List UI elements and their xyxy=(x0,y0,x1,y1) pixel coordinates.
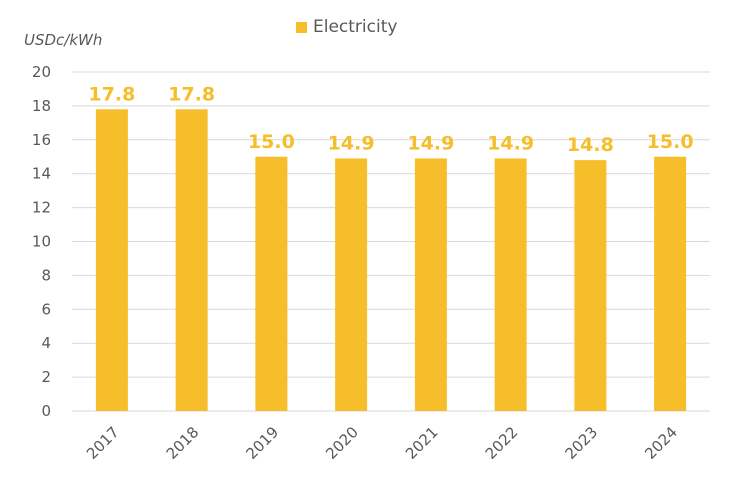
bar-2019 xyxy=(255,156,288,411)
x-tick-label: 2023 xyxy=(561,423,601,463)
bar-2020 xyxy=(335,158,368,411)
data-label-2021: 14.9 xyxy=(407,132,454,154)
y-tick-label: 12 xyxy=(32,199,51,217)
y-tick-label: 14 xyxy=(32,165,51,183)
legend-label: Electricity xyxy=(313,17,398,37)
y-tick-label: 20 xyxy=(32,63,51,81)
x-tick-label: 2019 xyxy=(242,423,282,463)
y-tick-label: 8 xyxy=(41,266,51,284)
x-tick-label: 2020 xyxy=(322,423,362,463)
bar-2023 xyxy=(574,160,607,411)
legend: Electricity xyxy=(296,17,397,37)
x-tick-label: 2018 xyxy=(163,423,203,463)
x-tick-label: 2022 xyxy=(482,423,522,463)
legend-swatch xyxy=(296,21,307,33)
x-tick-label: 2021 xyxy=(402,423,442,463)
x-tick-label: 2017 xyxy=(83,423,123,463)
data-label-2024: 15.0 xyxy=(647,131,694,153)
data-label-2017: 17.8 xyxy=(88,83,135,105)
y-tick-label: 2 xyxy=(41,368,51,386)
data-label-2018: 17.8 xyxy=(168,83,215,105)
data-label-2022: 14.9 xyxy=(487,132,534,154)
data-label-2019: 15.0 xyxy=(248,131,295,153)
bar-2017 xyxy=(95,109,128,411)
bar-2024 xyxy=(654,156,687,411)
y-tick-label: 6 xyxy=(41,300,51,318)
data-label-2023: 14.8 xyxy=(567,134,614,156)
bar-2022 xyxy=(494,158,527,411)
data-label-2020: 14.9 xyxy=(328,132,375,154)
y-tick-label: 18 xyxy=(32,97,51,115)
y-tick-label: 4 xyxy=(41,334,51,352)
y-axis-label: USDc/kWh xyxy=(24,31,102,49)
x-tick-label: 2024 xyxy=(641,423,681,463)
y-tick-label: 0 xyxy=(41,402,51,420)
y-tick-label: 16 xyxy=(32,131,51,149)
bar-2018 xyxy=(175,109,208,411)
y-tick-label: 10 xyxy=(32,233,51,251)
bar-2021 xyxy=(414,158,447,411)
